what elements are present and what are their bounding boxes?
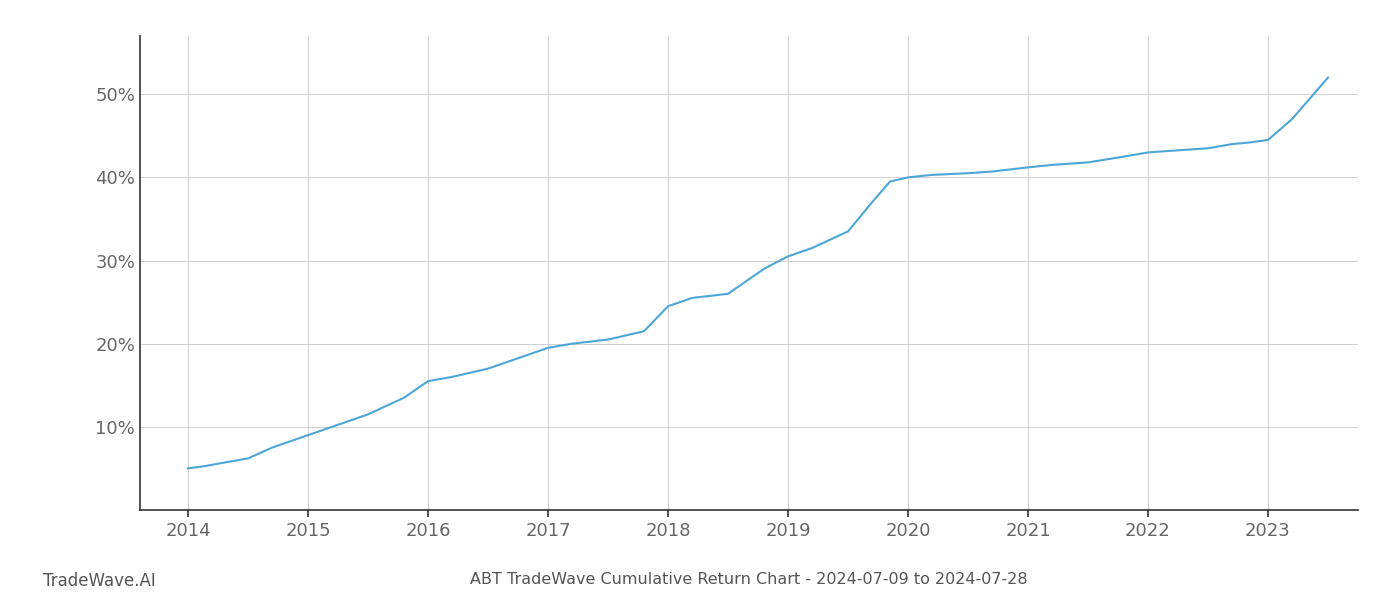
Text: ABT TradeWave Cumulative Return Chart - 2024-07-09 to 2024-07-28: ABT TradeWave Cumulative Return Chart - … xyxy=(470,572,1028,587)
Text: TradeWave.AI: TradeWave.AI xyxy=(42,572,155,590)
